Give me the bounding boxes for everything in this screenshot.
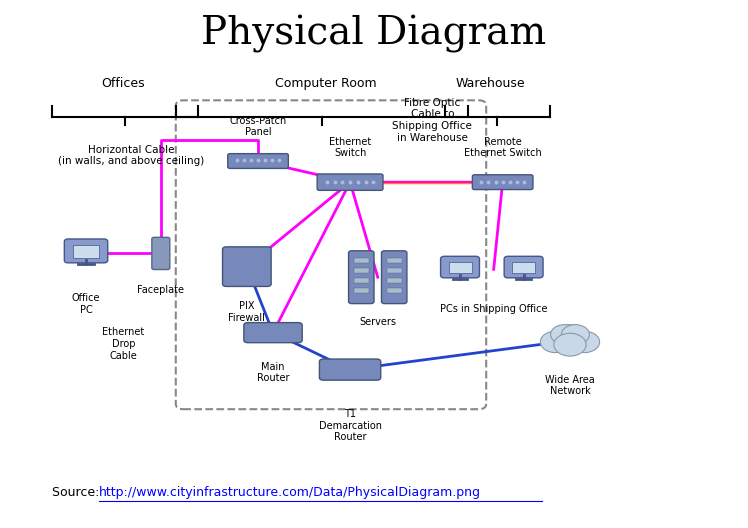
Circle shape [569,331,600,353]
Text: Wide Area
Network: Wide Area Network [545,375,595,397]
FancyBboxPatch shape [387,288,402,293]
Text: Warehouse: Warehouse [455,77,525,90]
Text: Ethernet
Drop
Cable: Ethernet Drop Cable [102,327,144,361]
FancyBboxPatch shape [512,262,535,273]
Text: Office
PC: Office PC [72,293,100,315]
Text: Fibre Optic
Cable to
Shipping Office
in Warehouse: Fibre Optic Cable to Shipping Office in … [393,98,472,143]
Text: Main
Router: Main Router [257,362,289,383]
Text: PCs in Shipping Office: PCs in Shipping Office [440,304,548,314]
Text: Source:: Source: [52,486,104,499]
FancyBboxPatch shape [504,256,543,278]
FancyBboxPatch shape [354,258,369,262]
FancyBboxPatch shape [354,288,369,293]
FancyBboxPatch shape [441,256,479,278]
Text: Remote
Ethernet Switch: Remote Ethernet Switch [464,137,542,158]
Circle shape [540,331,571,353]
FancyBboxPatch shape [152,238,170,269]
FancyBboxPatch shape [73,245,99,258]
Text: Horizontal Cable
(in walls, and above ceiling): Horizontal Cable (in walls, and above ce… [58,145,204,166]
FancyBboxPatch shape [244,323,302,343]
FancyBboxPatch shape [223,247,271,286]
FancyBboxPatch shape [381,251,407,304]
Circle shape [551,325,579,344]
FancyBboxPatch shape [349,251,374,304]
Text: Offices: Offices [102,77,145,90]
Text: Cross-Patch
Panel: Cross-Patch Panel [230,116,286,137]
FancyBboxPatch shape [387,278,402,283]
FancyBboxPatch shape [473,175,533,190]
FancyBboxPatch shape [319,359,381,380]
FancyBboxPatch shape [354,278,369,283]
Text: Computer Room: Computer Room [275,77,376,90]
FancyBboxPatch shape [64,239,108,263]
Text: Servers: Servers [359,317,396,327]
FancyBboxPatch shape [387,258,402,262]
Circle shape [561,325,589,344]
Text: T1
Demarcation
Router: T1 Demarcation Router [319,409,381,442]
Text: Faceplate: Faceplate [138,285,184,295]
Text: Physical Diagram: Physical Diagram [201,15,547,53]
FancyBboxPatch shape [317,174,383,190]
FancyBboxPatch shape [387,268,402,273]
Circle shape [550,325,590,354]
Circle shape [554,333,586,356]
Text: http://www.cityinfrastructure.com/Data/PhysicalDiagram.png: http://www.cityinfrastructure.com/Data/P… [99,486,481,499]
Text: Ethernet
Switch: Ethernet Switch [329,137,371,158]
Text: PIX
Firewall: PIX Firewall [228,301,266,323]
FancyBboxPatch shape [227,154,288,168]
FancyBboxPatch shape [354,268,369,273]
FancyBboxPatch shape [449,262,471,273]
